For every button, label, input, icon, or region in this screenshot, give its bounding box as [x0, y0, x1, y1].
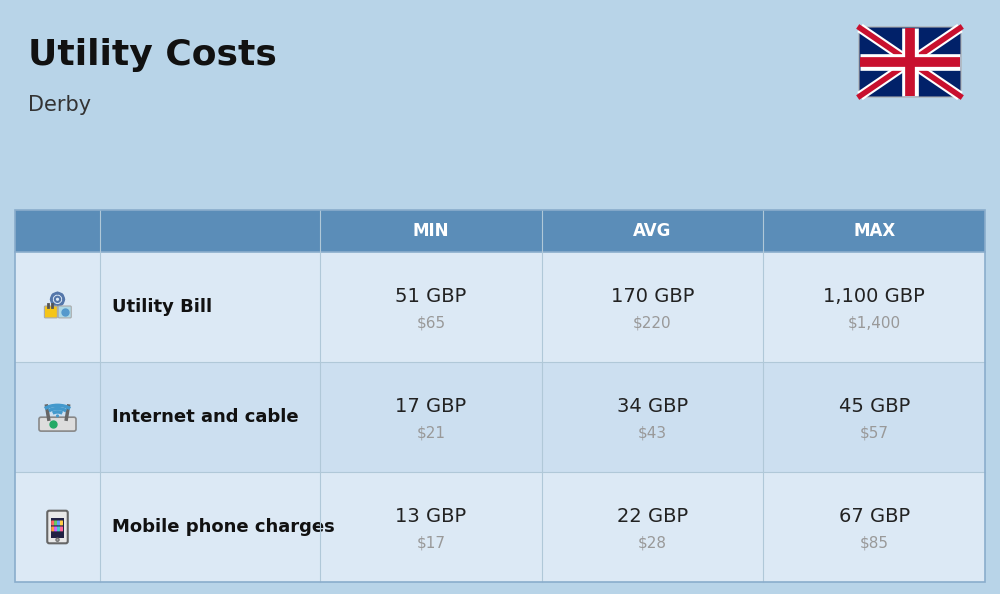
Text: $28: $28	[638, 536, 667, 551]
FancyBboxPatch shape	[54, 520, 57, 525]
Circle shape	[52, 293, 55, 296]
FancyBboxPatch shape	[51, 520, 54, 525]
Text: MIN: MIN	[413, 222, 449, 240]
Bar	[15, 472, 985, 582]
Circle shape	[56, 292, 59, 295]
Text: 34 GBP: 34 GBP	[617, 397, 688, 416]
Text: 67 GBP: 67 GBP	[839, 507, 910, 526]
Text: $65: $65	[416, 315, 445, 330]
Text: $85: $85	[860, 536, 889, 551]
Text: 45 GBP: 45 GBP	[839, 397, 910, 416]
Circle shape	[60, 302, 63, 305]
Text: Derby: Derby	[28, 95, 91, 115]
FancyBboxPatch shape	[51, 526, 54, 532]
Circle shape	[56, 415, 59, 418]
Text: Internet and cable: Internet and cable	[112, 408, 299, 426]
FancyBboxPatch shape	[57, 526, 60, 532]
Text: MAX: MAX	[853, 222, 895, 240]
FancyBboxPatch shape	[58, 306, 71, 318]
Text: 13 GBP: 13 GBP	[395, 507, 466, 526]
FancyBboxPatch shape	[60, 526, 63, 532]
Text: $17: $17	[416, 536, 445, 551]
FancyBboxPatch shape	[44, 306, 57, 318]
Text: Utility Costs: Utility Costs	[28, 38, 277, 72]
Circle shape	[56, 304, 59, 307]
Text: AVG: AVG	[633, 222, 672, 240]
Circle shape	[60, 293, 63, 296]
Text: $1,400: $1,400	[848, 315, 901, 330]
FancyBboxPatch shape	[57, 520, 60, 525]
Circle shape	[52, 302, 55, 305]
Text: 17 GBP: 17 GBP	[395, 397, 466, 416]
Text: $57: $57	[860, 425, 889, 441]
Circle shape	[50, 298, 53, 301]
Circle shape	[62, 298, 65, 301]
FancyBboxPatch shape	[60, 520, 63, 525]
Text: Utility Bill: Utility Bill	[112, 298, 212, 316]
Bar	[15, 252, 985, 362]
Text: $21: $21	[416, 425, 445, 441]
Text: Mobile phone charges: Mobile phone charges	[112, 518, 335, 536]
Bar	[15, 210, 985, 582]
FancyBboxPatch shape	[51, 517, 64, 538]
Text: $220: $220	[633, 315, 672, 330]
Text: 170 GBP: 170 GBP	[611, 287, 694, 307]
Text: $43: $43	[638, 425, 667, 441]
FancyBboxPatch shape	[54, 526, 57, 532]
FancyBboxPatch shape	[859, 27, 961, 97]
FancyBboxPatch shape	[39, 417, 76, 431]
FancyBboxPatch shape	[47, 511, 68, 544]
Bar	[15, 362, 985, 472]
Text: 51 GBP: 51 GBP	[395, 287, 466, 307]
Text: 22 GBP: 22 GBP	[617, 507, 688, 526]
Text: 1,100 GBP: 1,100 GBP	[823, 287, 925, 307]
Circle shape	[56, 538, 59, 541]
Bar	[15, 210, 320, 252]
Bar	[15, 210, 985, 252]
